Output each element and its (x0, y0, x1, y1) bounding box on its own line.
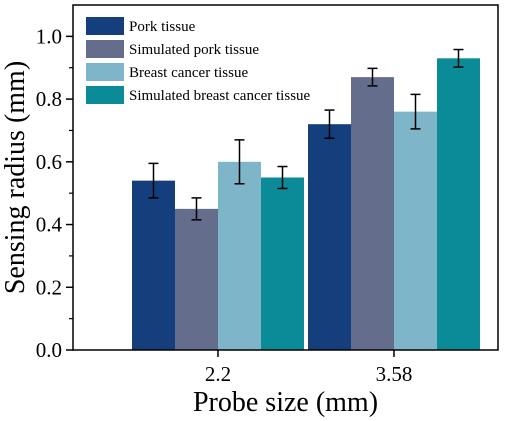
legend-swatch (86, 86, 124, 104)
y-tick-label: 0.4 (36, 213, 63, 237)
y-axis-title: Sensing radius (mm) (0, 61, 31, 294)
bars-layer (132, 58, 480, 351)
y-tick-label: 0.2 (36, 275, 62, 299)
error-bar-pork-tissue-3-58 (324, 109, 335, 140)
legend-item-simulated-pork-tissue: Simulated pork tissue (86, 40, 259, 58)
y-tick-label: 0.8 (36, 87, 62, 111)
x-axis-title: Probe size (mm) (193, 387, 378, 418)
legend-label: Simulated pork tissue (129, 42, 259, 58)
y-tick-label: 0.0 (36, 338, 62, 362)
plot-frame (72, 4, 499, 351)
legend-label: Pork tissue (129, 19, 196, 35)
legend-item-simulated-breast-cancer-tissue: Simulated breast cancer tissue (86, 86, 311, 104)
legend-label: Breast cancer tissue (129, 65, 248, 81)
error-bar-breast-cancer-tissue-2-2 (234, 139, 245, 185)
axes-layer: 0.0 0.2 0.4 0.6 0.8 1.0 2.2 3.58 (36, 24, 413, 386)
bar-pork-tissue-3-58 (308, 124, 351, 350)
legend-swatch (86, 17, 124, 35)
bar-simulated-pork-tissue-2-2 (175, 208, 218, 350)
error-bar-simulated-pork-tissue-2-2 (191, 197, 202, 221)
legend-swatch (86, 63, 124, 81)
y-tick-label: 0.6 (36, 150, 62, 174)
bar-pork-tissue-2-2 (132, 180, 175, 350)
x-tick-label: 2.2 (205, 362, 231, 386)
error-bar-simulated-breast-cancer-tissue-2-2 (277, 165, 288, 190)
x-tick-label: 3.58 (376, 362, 413, 386)
bar-simulated-pork-tissue-3-58 (351, 77, 394, 351)
legend-swatch (86, 40, 124, 58)
bar-simulated-breast-cancer-tissue-3-58 (437, 58, 480, 351)
error-bar-simulated-breast-cancer-tissue-3-58 (453, 48, 464, 68)
bar-breast-cancer-tissue-2-2 (218, 161, 261, 350)
error-bar-simulated-pork-tissue-3-58 (367, 67, 378, 87)
legend-item-breast-cancer-tissue: Breast cancer tissue (86, 63, 248, 81)
y-tick-label: 1.0 (36, 24, 62, 48)
legend: Pork tissue Simulated pork tissue Breast c… (86, 17, 311, 104)
bar-simulated-breast-cancer-tissue-2-2 (261, 177, 304, 350)
error-bar-breast-cancer-tissue-3-58 (410, 93, 421, 130)
error-bar-pork-tissue-2-2 (148, 162, 159, 199)
legend-label: Simulated breast cancer tissue (129, 88, 311, 104)
legend-item-pork-tissue: Pork tissue (86, 17, 196, 35)
bar-breast-cancer-tissue-3-58 (394, 111, 437, 351)
error-bars-layer (148, 48, 464, 221)
